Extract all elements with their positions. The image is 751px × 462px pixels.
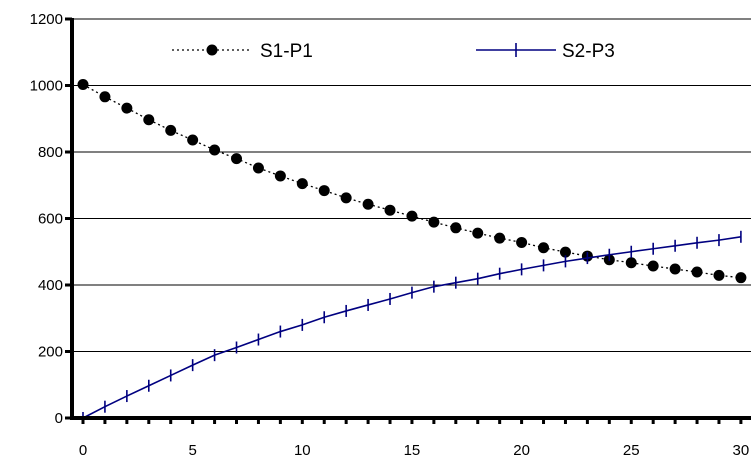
legend-marker (206, 44, 218, 56)
point-S1-P1 (450, 222, 462, 234)
x-tick-label: 25 (623, 442, 640, 459)
tick-labels: 0 200 400 600 800 1000 1200 0 5 10 15 20 25 30 (30, 11, 750, 459)
y-tick-label: 1200 (30, 11, 63, 28)
point-S1-P1 (669, 263, 681, 275)
point-S1-P1 (735, 272, 747, 284)
point-S1-P1 (538, 242, 550, 254)
x-tick-label: 5 (188, 442, 196, 459)
point-S1-P1 (99, 91, 111, 103)
point-S1-P1 (165, 124, 177, 136)
legend-entry: S2-P3 (476, 41, 615, 62)
point-S1-P1 (143, 114, 155, 126)
x-tick-label: 30 (733, 442, 750, 459)
point-S1-P1 (231, 153, 243, 165)
point-S1-P1 (296, 178, 308, 190)
point-S1-P1 (318, 185, 330, 197)
point-S1-P1 (209, 144, 221, 156)
point-S1-P1 (713, 269, 725, 281)
point-S1-P1 (252, 162, 264, 174)
x-tick-label: 15 (404, 442, 421, 459)
point-S1-P1 (559, 246, 571, 258)
point-S1-P1 (77, 79, 89, 91)
y-tick-label: 600 (38, 211, 63, 228)
legend: S1-P1 S2-P3 (172, 41, 615, 62)
axes (65, 17, 751, 424)
point-S1-P1 (340, 192, 352, 204)
y-tick-label: 0 (55, 410, 63, 427)
point-S1-P1 (187, 134, 199, 146)
y-tick-label: 200 (38, 344, 63, 361)
point-S1-P1 (384, 204, 396, 216)
point-S1-P1 (121, 102, 133, 114)
y-tick-label: 400 (38, 277, 63, 294)
point-S1-P1 (428, 216, 440, 228)
point-S1-P1 (691, 266, 703, 278)
y-tick-label: 800 (38, 144, 63, 161)
y-tick-label: 1000 (30, 78, 63, 95)
point-S1-P1 (406, 210, 418, 222)
legend-label: S2-P3 (562, 41, 615, 62)
point-S1-P1 (362, 198, 374, 210)
point-S1-P1 (472, 227, 484, 239)
point-S1-P1 (274, 170, 286, 182)
x-tick-label: 0 (79, 442, 87, 459)
legend-label: S1-P1 (260, 41, 313, 62)
x-tick-label: 10 (294, 442, 311, 459)
legend-entry: S1-P1 (172, 41, 313, 62)
grid (72, 18, 751, 352)
x-tick-label: 20 (513, 442, 530, 459)
point-S1-P1 (625, 257, 637, 269)
point-S1-P1 (516, 236, 528, 248)
series (77, 79, 747, 424)
point-S1-P1 (647, 260, 659, 272)
series-line-S1-P1 (82, 83, 741, 279)
point-S1-P1 (494, 232, 506, 244)
